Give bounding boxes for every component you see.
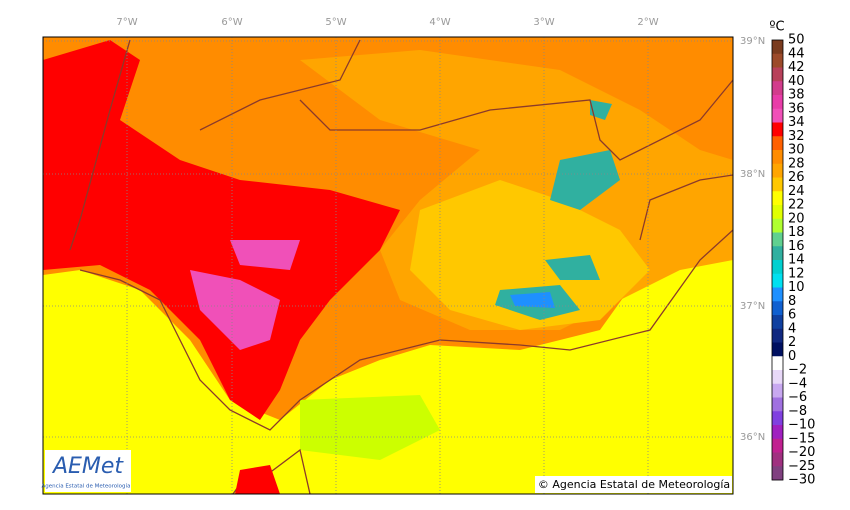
- colorbar-label: 38: [788, 88, 805, 103]
- colorbar-label: 14: [788, 253, 805, 268]
- colorbar-swatch: [772, 108, 783, 123]
- colorbar-label: 42: [788, 60, 805, 75]
- colorbar-swatch: [772, 205, 783, 220]
- colorbar-label: −2: [788, 363, 807, 378]
- colorbar-swatch: [772, 67, 783, 82]
- colorbar-label: 36: [788, 101, 805, 116]
- colorbar-label: −4: [788, 376, 807, 391]
- lon-label: 3°W: [533, 17, 554, 28]
- logo-subtitle: Agencia Estatal de Meteorología: [42, 483, 131, 490]
- lon-label: 2°W: [637, 17, 658, 28]
- colorbar-label: 8: [788, 294, 796, 309]
- colorbar-label: 6: [788, 308, 796, 323]
- colorbar-swatch: [772, 260, 783, 275]
- lat-label: 36°N: [740, 432, 765, 443]
- colorbar-swatch: [772, 342, 783, 357]
- colorbar-label: −25: [788, 459, 815, 474]
- colorbar-label: 40: [788, 74, 805, 89]
- lon-label: 7°W: [116, 17, 137, 28]
- colorbar-swatch: [772, 246, 783, 261]
- colorbar-swatch: [772, 191, 783, 206]
- colorbar-swatch: [772, 150, 783, 165]
- colorbar-label: 20: [788, 211, 805, 226]
- lat-label: 39°N: [740, 36, 765, 47]
- lon-label: 6°W: [221, 17, 242, 28]
- colorbar-swatch: [772, 438, 783, 453]
- colorbar-swatch: [772, 232, 783, 247]
- colorbar-label: 34: [788, 115, 805, 130]
- colorbar-label: 12: [788, 266, 805, 281]
- logo: AEMet Agencia Estatal de Meteorología: [42, 450, 131, 492]
- colorbar-swatch: [772, 397, 783, 412]
- colorbar-swatch: [772, 370, 783, 385]
- lat-label: 37°N: [740, 301, 765, 312]
- logo-name: AEMet: [51, 454, 124, 479]
- graticule: 7°W 6°W 5°W 4°W 3°W 2°W 39°N 38°N 37°N 36°N: [43, 17, 765, 494]
- colorbar-label: 2: [788, 335, 796, 350]
- colorbar-swatch: [772, 328, 783, 343]
- map-frame: [42, 36, 734, 495]
- colorbar-label: 16: [788, 239, 805, 254]
- colorbar-swatch: [772, 287, 783, 302]
- credit-box: [535, 476, 732, 493]
- colorbar-label: 0: [788, 349, 796, 364]
- colorbar-swatch: [772, 383, 783, 398]
- colorbar-swatch: [772, 95, 783, 110]
- colorbar-frame: [771, 39, 784, 481]
- colorbar-swatch: [772, 136, 783, 151]
- lon-label: 4°W: [429, 17, 450, 28]
- colorbar-label: −30: [788, 473, 815, 488]
- colorbar-swatch: [772, 452, 783, 467]
- colorbar-label: −8: [788, 404, 807, 419]
- colorbar-label: 30: [788, 143, 805, 158]
- colorbar-swatch: [772, 122, 783, 137]
- colorbar-label: 28: [788, 156, 805, 171]
- colorbar-swatch: [772, 273, 783, 288]
- colorbar-label: 10: [788, 280, 805, 295]
- colorbar-label: 26: [788, 170, 805, 185]
- lat-label: 38°N: [740, 169, 765, 180]
- colorbar-label: −6: [788, 390, 807, 405]
- colorbar-label: 22: [788, 198, 805, 213]
- colorbar-label: 32: [788, 129, 805, 144]
- colorbar-label: 50: [788, 33, 805, 48]
- colorbar-label: 4: [788, 321, 796, 336]
- colorbar-swatch: [772, 218, 783, 233]
- colorbar-swatch: [772, 81, 783, 96]
- colorbar-label: −10: [788, 418, 815, 433]
- colorbar-swatch: [772, 315, 783, 330]
- colorbar-swatch: [772, 53, 783, 68]
- colorbar-unit: ºC: [769, 20, 784, 35]
- colorbar-swatch: [772, 425, 783, 440]
- colorbar-swatch: [772, 466, 783, 481]
- colorbar-label: −20: [788, 445, 815, 460]
- temperature-field: [43, 37, 733, 494]
- colorbar-swatch: [772, 411, 783, 426]
- credit: © Agencia Estatal de Meteorología: [538, 478, 730, 491]
- lon-label: 5°W: [325, 17, 346, 28]
- colorbar-swatch: [772, 177, 783, 192]
- colorbar-label: 44: [788, 46, 805, 61]
- colorbar-label: 24: [788, 184, 805, 199]
- colorbar: 5044424038363432302826242220181614121086…: [771, 33, 815, 488]
- colorbar-swatch: [772, 163, 783, 178]
- colorbar-swatch: [772, 356, 783, 371]
- colorbar-label: −15: [788, 431, 815, 446]
- colorbar-label: 18: [788, 225, 805, 240]
- colorbar-swatch: [772, 301, 783, 316]
- colorbar-swatch: [772, 40, 783, 55]
